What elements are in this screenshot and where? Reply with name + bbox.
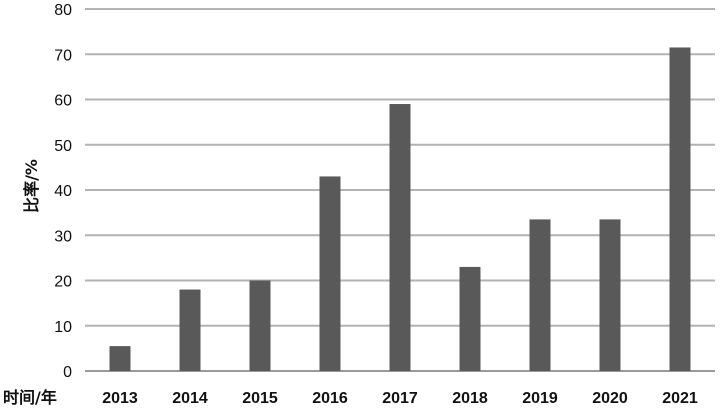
bars [109,47,691,372]
y-tick-label: 20 [54,274,72,291]
y-tick-label: 50 [54,138,72,155]
bar-2014 [179,289,201,371]
x-tick-label: 2021 [662,390,698,407]
y-tick-label: 40 [54,183,72,200]
y-tick-label: 10 [54,319,72,336]
bar-2019 [529,219,551,371]
x-tick-label: 2014 [172,390,208,407]
bar-2018 [459,266,481,371]
x-tick-label: 2020 [592,390,628,407]
y-tick-label: 70 [54,47,72,64]
bar-2017 [389,104,411,372]
y-tick-label: 30 [54,228,72,245]
y-axis-label: 比率/% [22,159,41,213]
x-tick-label: 2015 [242,390,278,407]
y-tick-labels: 0 10 20 30 40 50 60 70 80 [54,2,72,381]
x-tick-labels: 2013 2014 2015 2016 2017 2018 2019 2020 2021 [102,390,698,407]
bar-2016 [319,176,341,371]
bar-2013 [109,346,131,371]
x-tick-label: 2016 [312,390,348,407]
y-tick-label: 60 [54,93,72,110]
y-tick-label: 80 [54,2,72,19]
bar-2015 [249,280,271,371]
x-tick-label: 2019 [522,390,558,407]
x-axis-label: 时间/年 [3,388,57,407]
x-tick-label: 2017 [382,390,418,407]
x-tick-label: 2013 [102,390,138,407]
bar-2020 [599,219,621,371]
bar-2021 [669,47,691,372]
y-tick-label: 0 [63,364,72,381]
x-tick-label: 2018 [452,390,488,407]
